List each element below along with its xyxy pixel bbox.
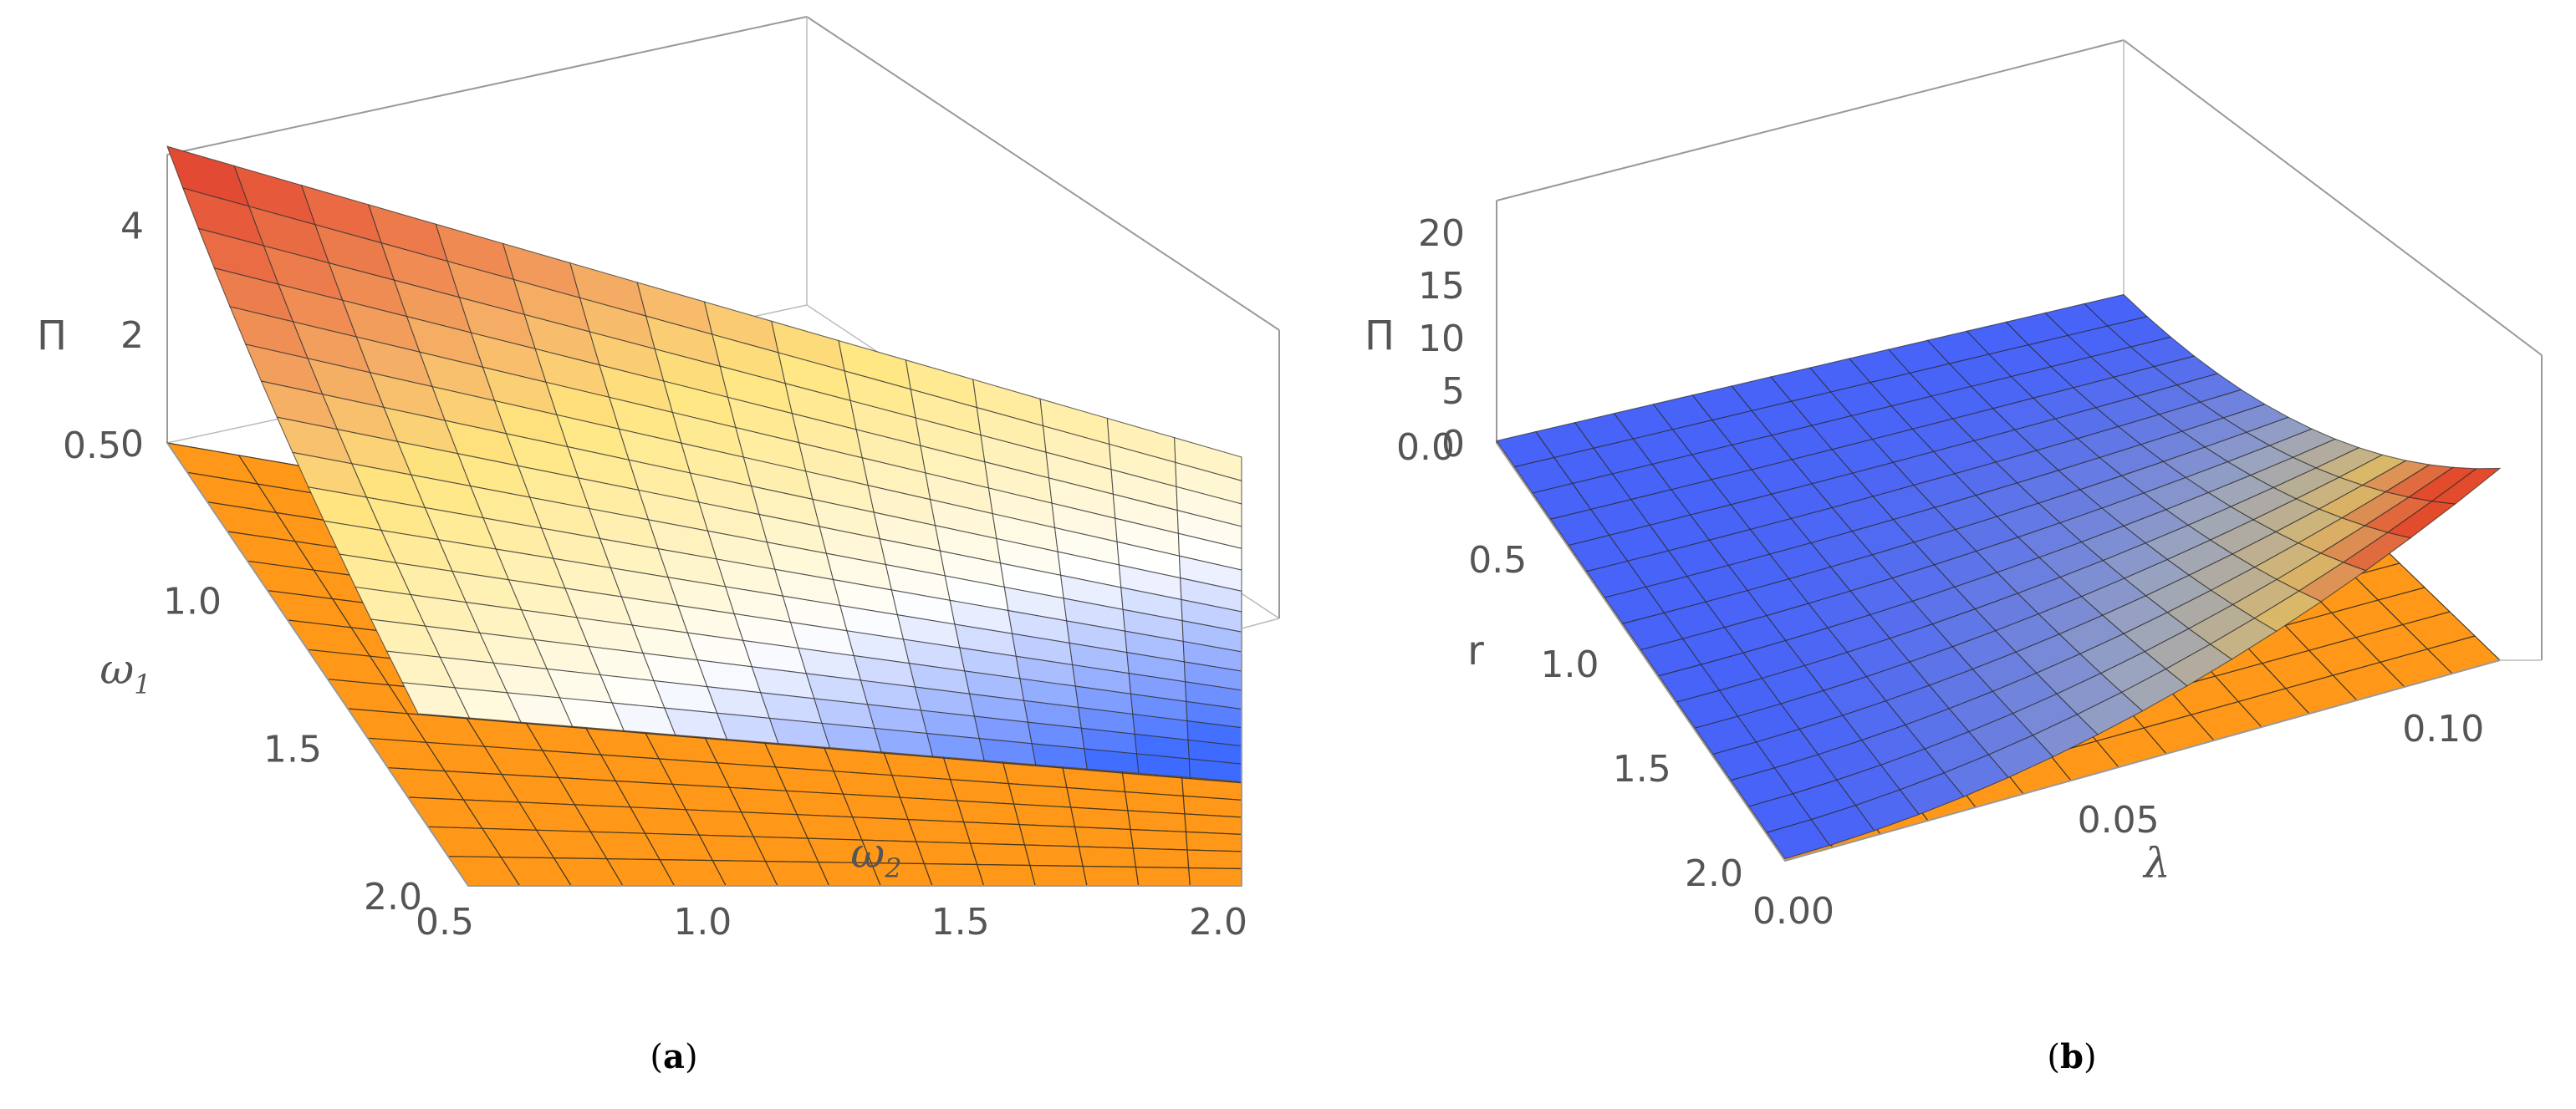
x-tick-label: 0.5 [1468,539,1527,582]
z-tick-label: 2 [120,314,144,357]
y-tick-label: 0.10 [2402,708,2484,750]
x-tick-label: 1.5 [1613,748,1671,791]
box-back-b [1496,39,2543,660]
box-edge [166,16,808,155]
y-tick-label: 0.5 [416,901,474,944]
box-front-b [1496,442,2542,862]
floor-cell [1023,844,1084,867]
box-edge [1784,659,2501,862]
floor-cell [962,821,1026,846]
floor-cell [923,862,985,887]
floor-cell [1029,864,1088,887]
box-edge [1241,618,1280,629]
y-tick-label: 1.5 [931,901,990,944]
x-tick-label: 0.0 [1396,426,1455,469]
floor-cell [1074,826,1134,849]
z-axis-label: Π [1365,313,1395,359]
floor-cell [833,771,901,798]
floor-cell [1130,828,1188,851]
x-tick-label: 1.5 [263,728,322,771]
floor-cell [1135,866,1191,887]
floor-cell [891,775,958,801]
floor-cell [842,793,910,821]
floor-cell [949,779,1015,805]
z-tick-label: 10 [1418,318,1465,360]
floor-cell [907,818,972,844]
x-tick-label: 1.0 [163,581,222,623]
box-edge [2123,39,2543,356]
floor-cell [774,766,844,795]
floor-cell [1070,806,1131,831]
y-tick-label: 0.05 [2078,799,2160,842]
z-tick-label: 0 [120,423,144,465]
z-tick-label: 5 [1441,370,1465,413]
floor-cell [1082,865,1140,887]
floor-cell [1078,846,1137,868]
z-tick-label: 0 [1441,423,1465,465]
floor-cell [956,800,1020,826]
z-axis-label: Π [37,313,67,359]
floor-cell [1013,803,1076,828]
x-tick-label: 1.0 [1541,644,1599,686]
floor-cell [1127,810,1187,833]
floor-cell [1185,831,1242,852]
floor-cell [1184,813,1242,836]
box-edge [1496,442,1786,862]
top-surface-a [166,145,1242,783]
caption-b: (b) [2047,1037,2096,1076]
caption-a: (a) [650,1037,697,1076]
box-edge [166,442,469,887]
axes-labels-b: 0 5 10 15 20 Π 0.0 0.5 1.0 1.5 2.0 r 0.00 0.05 0.10 λ [1365,212,2484,933]
box-front-a [166,442,1280,887]
floor-cell [1188,867,1242,887]
floor-cell [915,841,978,866]
floor-cell [899,796,965,823]
box-edge [1496,39,2125,201]
surface-cell [2431,467,2502,505]
box-edge [806,16,1280,331]
x-axis-label: ω1 [99,645,150,700]
top-surface-b [1496,293,2502,860]
z-tick-label: 15 [1418,265,1465,308]
floor-cell [969,842,1031,867]
floor-cell [785,790,854,818]
x-axis-label: r [1467,628,1484,674]
y-tick-label: 2.0 [1189,901,1247,944]
y-tick-label: 1.0 [673,901,732,944]
x-tick-label: 0.5 [63,425,121,467]
floor-cell [976,863,1037,887]
floor-cell [1186,849,1242,870]
floor-cell [1018,823,1080,847]
y-axis-label: λ [2142,839,2170,888]
z-tick-label: 4 [120,206,144,248]
y-tick-label: 0.00 [1752,890,1834,933]
floor-cell [1132,847,1190,869]
x-tick-label: 2.0 [1685,852,1743,895]
z-tick-label: 20 [1418,212,1465,255]
panel-b: 0 5 10 15 20 Π 0.0 0.5 1.0 1.5 2.0 r 0.00 0.05 0.10 λ [1365,39,2543,933]
floor-cell [1007,782,1072,808]
x-tick-label: 2.0 [364,876,422,918]
